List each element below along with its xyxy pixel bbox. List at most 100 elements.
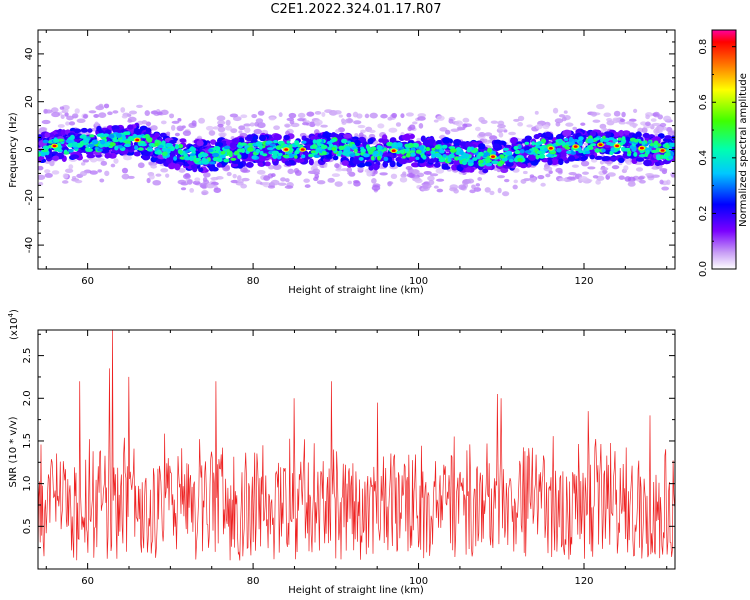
spectrogram-cell xyxy=(288,144,293,150)
spectrogram-cell xyxy=(647,140,652,144)
spectrogram-cell xyxy=(51,170,60,175)
spectrogram-hotspot-core xyxy=(491,155,495,158)
spectrogram-cell xyxy=(251,155,258,160)
spectrogram-cell xyxy=(650,118,657,122)
spectrogram-cell xyxy=(134,145,139,151)
spectrogram-cell xyxy=(80,162,86,166)
spectrogram-cell xyxy=(564,138,569,142)
spectrogram-cell xyxy=(567,155,576,162)
spectrogram-cell xyxy=(218,132,227,137)
spectrogram-cell xyxy=(273,133,282,141)
spectrogram-cell xyxy=(341,160,349,166)
colorbar-tick-label: 0.6 xyxy=(698,94,709,110)
spectrogram-cell xyxy=(536,150,542,155)
spectrogram-cell xyxy=(398,158,408,165)
spectrogram-cell xyxy=(370,155,375,161)
spectrogram-cell xyxy=(462,123,468,129)
spectrogram-cell xyxy=(265,140,272,145)
spectrogram-cell xyxy=(223,158,230,163)
spectrogram-cell xyxy=(651,174,660,178)
spectrogram-cell xyxy=(466,178,475,184)
spectrogram-xtick-label: 60 xyxy=(81,276,94,287)
spectrogram-cell xyxy=(382,160,389,168)
spectrogram-cell xyxy=(513,118,520,122)
spectrogram-cell xyxy=(416,137,421,142)
spectrogram-cell xyxy=(259,134,267,142)
spectrogram-cell xyxy=(60,114,65,120)
spectrogram-cell xyxy=(395,142,403,148)
spectrogram-cell xyxy=(657,114,663,120)
spectrogram-cell xyxy=(529,176,537,183)
spectrogram-cell xyxy=(478,151,484,157)
spectrogram-cell xyxy=(519,148,525,154)
spectrogram-cell xyxy=(230,157,237,161)
spectrogram-cell xyxy=(612,131,620,138)
spectrogram-cell xyxy=(268,116,276,121)
spectrogram-cell xyxy=(226,171,232,177)
spectrogram-cell xyxy=(638,153,647,158)
spectrogram-cell xyxy=(346,167,353,173)
spectrogram-cell xyxy=(659,179,664,185)
spectrogram-cell xyxy=(588,146,594,150)
spectrogram-cell xyxy=(645,172,654,177)
spectrogram-cell xyxy=(601,155,611,161)
spectrogram-cell xyxy=(524,149,532,154)
spectrogram-cell xyxy=(288,153,294,159)
spectrogram-cell xyxy=(427,175,435,181)
spectrogram-cell xyxy=(246,147,254,152)
snr-ytick-label: 1.0 xyxy=(22,476,33,492)
spectrogram-cell xyxy=(64,112,69,117)
spectrogram-cell xyxy=(230,128,238,134)
spectrogram-cell xyxy=(321,111,326,117)
spectrogram-cell xyxy=(303,178,310,183)
spectrogram-cell xyxy=(306,111,315,117)
spectrogram-cell xyxy=(121,167,129,174)
snr-ylabel: SNR (10 * v/v) xyxy=(8,416,19,487)
spectrogram-cell xyxy=(399,176,408,183)
spectrogram-cell xyxy=(99,178,105,183)
spectrogram-hotspot-core xyxy=(135,138,140,142)
spectrogram-cell xyxy=(433,119,439,123)
spectrogram-cell xyxy=(562,129,572,137)
spectrogram-cell xyxy=(96,125,102,132)
spectrogram-cell xyxy=(569,176,576,181)
spectrogram-cell xyxy=(205,183,215,189)
snr-ytick-label: 0.5 xyxy=(22,518,33,534)
spectrogram-cell xyxy=(472,157,478,161)
spectrogram-cell xyxy=(622,152,628,158)
spectrogram-cell xyxy=(110,163,116,168)
spectrogram-cell xyxy=(223,145,231,150)
spectrogram-cell xyxy=(578,142,583,147)
spectrogram-cell xyxy=(415,149,422,154)
spectrogram-ytick-label: -20 xyxy=(24,189,35,205)
spectrogram-cell xyxy=(113,158,119,164)
spectrogram-cell xyxy=(659,122,667,127)
spectrogram-cell xyxy=(360,148,367,153)
spectrogram-cell xyxy=(589,154,595,160)
spectrogram-cell xyxy=(563,110,568,114)
spectrogram-cell xyxy=(423,186,428,190)
spectrogram-cell xyxy=(594,148,601,153)
spectrogram-cell xyxy=(590,143,597,147)
spectrogram-cell xyxy=(417,116,426,121)
spectrogram-cell xyxy=(150,110,159,115)
spectrogram-cell xyxy=(423,170,432,175)
spectrogram-cell xyxy=(294,170,302,176)
spectrogram-cell xyxy=(584,150,591,155)
spectrogram-cell xyxy=(502,147,510,151)
spectrogram-cell xyxy=(664,135,672,140)
spectrogram-xtick-label: 80 xyxy=(247,276,260,287)
spectrogram-cell xyxy=(238,130,243,134)
spectrogram-cell xyxy=(589,130,597,137)
spectrogram-cell xyxy=(259,144,263,150)
spectrogram-cell xyxy=(145,127,152,133)
spectrogram-cell xyxy=(441,144,448,149)
spectrogram-cell xyxy=(435,140,442,145)
spectrogram-cell xyxy=(52,155,60,161)
spectrogram-cell xyxy=(635,157,645,162)
spectrogram-cell xyxy=(59,106,65,110)
spectrogram-cell xyxy=(428,158,435,164)
spectrogram-cell xyxy=(137,162,145,169)
spectrogram-cell xyxy=(297,118,305,122)
spectrogram-cell xyxy=(65,121,70,126)
